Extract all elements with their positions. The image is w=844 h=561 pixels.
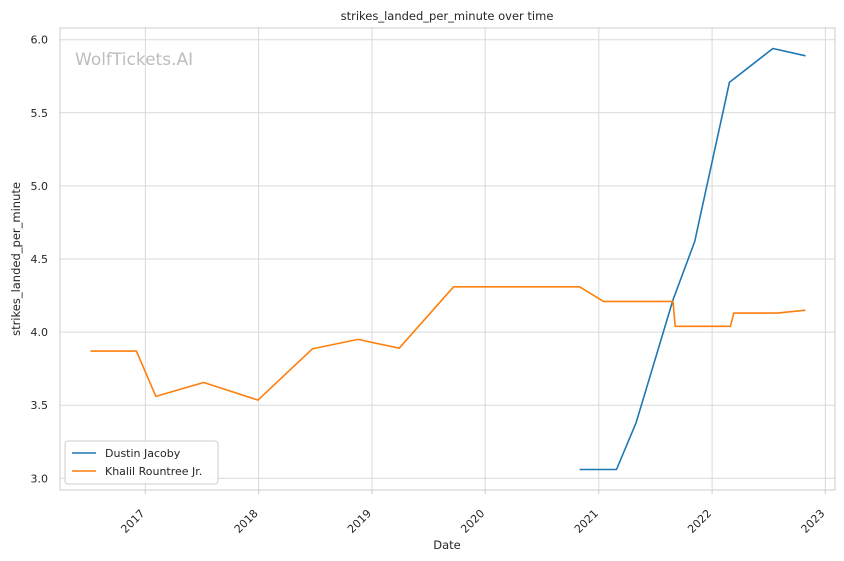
x-tick-label: 2022 (685, 507, 714, 536)
y-tick-label: 3.5 (31, 399, 49, 412)
y-axis-ticks: 3.0 3.5 4.0 4.5 5.0 5.5 6.0 (31, 34, 49, 486)
x-axis-ticks: 2017 2018 2019 2020 2021 2022 2023 (118, 490, 827, 536)
x-axis-label: Date (433, 538, 461, 552)
series-lines (90, 47, 806, 471)
series-line (90, 285, 806, 401)
legend: Dustin Jacoby Khalil Rountree Jr. (64, 440, 219, 485)
legend-entry: Khalil Rountree Jr. (105, 465, 202, 478)
y-tick-label: 5.5 (31, 107, 49, 120)
x-tick-label: 2019 (345, 507, 374, 536)
series-line (579, 47, 806, 471)
y-tick-label: 4.5 (31, 253, 49, 266)
legend-entry: Dustin Jacoby (105, 447, 181, 460)
grid (60, 28, 835, 490)
x-tick-label: 2021 (572, 507, 601, 536)
watermark-text: WolfTickets.AI (75, 50, 193, 70)
y-axis-label: strikes_landed_per_minute (9, 182, 23, 336)
x-tick-label: 2020 (458, 507, 487, 536)
x-tick-label: 2023 (799, 507, 828, 536)
chart-title: strikes_landed_per_minute over time (341, 9, 554, 23)
legend-box (64, 440, 219, 485)
plot-area (59, 27, 836, 491)
y-tick-label: 6.0 (31, 34, 49, 47)
y-tick-label: 3.0 (31, 472, 49, 485)
y-tick-label: 4.0 (31, 326, 49, 339)
y-tick-label: 5.0 (31, 180, 49, 193)
x-tick-label: 2017 (118, 507, 147, 536)
x-tick-label: 2018 (232, 507, 261, 536)
